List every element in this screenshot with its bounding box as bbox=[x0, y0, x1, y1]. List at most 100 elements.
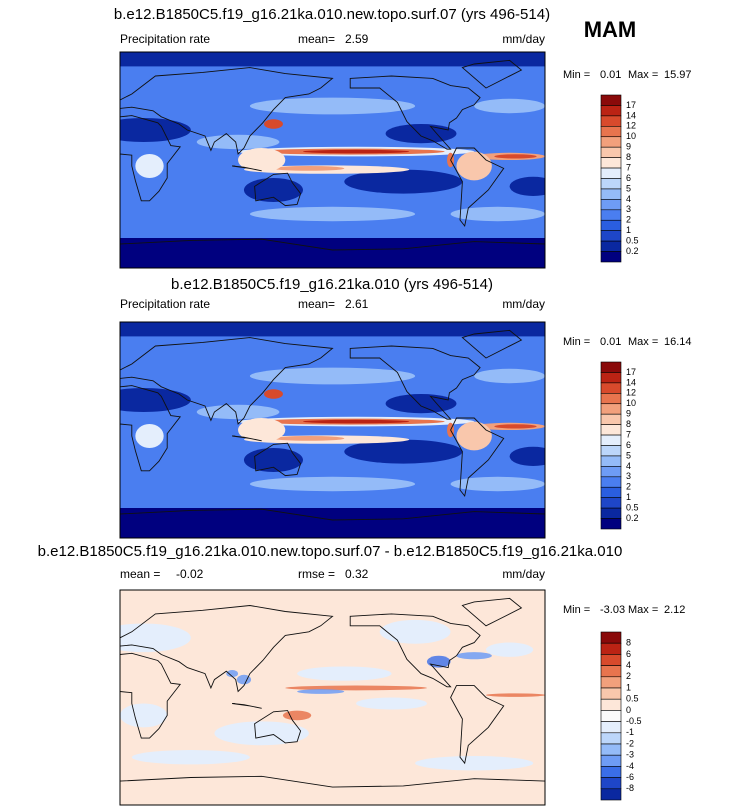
colorbar-box bbox=[600, 721, 622, 734]
field-blob bbox=[196, 404, 280, 420]
field-blob bbox=[238, 148, 286, 172]
field-blob bbox=[243, 178, 303, 202]
map-frame bbox=[119, 589, 546, 806]
field-blob bbox=[135, 424, 164, 448]
colorbar-label: 9 bbox=[626, 142, 631, 152]
colorbar-label: 6 bbox=[626, 440, 631, 450]
colorbar-label: 2 bbox=[626, 482, 631, 492]
colorbar-box bbox=[600, 476, 622, 488]
field-blob bbox=[474, 368, 545, 384]
colorbar-box bbox=[600, 486, 622, 498]
coastline bbox=[450, 417, 505, 498]
field-blob bbox=[415, 756, 534, 771]
colorbar-label: 4 bbox=[626, 461, 631, 471]
field-blob bbox=[485, 693, 545, 697]
max-value: 15.97 bbox=[664, 69, 692, 81]
field-blob bbox=[474, 98, 545, 114]
colorbar-box bbox=[600, 445, 622, 457]
colorbar-box bbox=[600, 372, 622, 384]
colorbar-box bbox=[600, 105, 622, 117]
panel-title: b.e12.B1850C5.f19_g16.21ka.010 (yrs 496-… bbox=[171, 276, 493, 293]
colorbar-box bbox=[600, 382, 622, 394]
colorbar-label: 9 bbox=[626, 409, 631, 419]
coastline bbox=[254, 172, 302, 207]
season-label: MAM bbox=[584, 17, 637, 42]
colorbar-label: -8 bbox=[626, 783, 634, 793]
field-blob bbox=[120, 388, 191, 412]
colorbar-label: 0.5 bbox=[626, 694, 639, 704]
colorbar-label: 2 bbox=[626, 215, 631, 225]
colorbar-label: -1 bbox=[626, 727, 634, 737]
field-blob bbox=[385, 124, 457, 144]
field-blob bbox=[273, 436, 345, 441]
colorbar-label: 14 bbox=[626, 110, 636, 120]
left-label: mean = bbox=[120, 567, 160, 581]
field-blob bbox=[379, 619, 451, 644]
colorbar-label: -4 bbox=[626, 761, 634, 771]
polar-band bbox=[120, 52, 545, 67]
coastline bbox=[120, 385, 182, 472]
colorbar-box bbox=[600, 687, 622, 700]
polar-band bbox=[120, 238, 545, 268]
field-blob bbox=[297, 689, 345, 694]
field-blob bbox=[243, 448, 303, 472]
coastline bbox=[254, 710, 302, 744]
colorbar-label: 8 bbox=[626, 152, 631, 162]
field-blob bbox=[344, 439, 463, 464]
max-value: 16.14 bbox=[664, 336, 692, 348]
colorbar-label: 12 bbox=[626, 121, 636, 131]
field-blob bbox=[456, 151, 492, 181]
left-label: Precipitation rate bbox=[120, 32, 210, 46]
field-blob bbox=[494, 424, 537, 429]
colorbar-label: 4 bbox=[626, 194, 631, 204]
coastline bbox=[120, 652, 182, 739]
colorbar-label: 17 bbox=[626, 100, 636, 110]
colorbar-label: 6 bbox=[626, 173, 631, 183]
colorbar-label: 7 bbox=[626, 162, 631, 172]
field-blob bbox=[249, 476, 416, 492]
coastline bbox=[450, 147, 505, 228]
field-blob bbox=[297, 666, 392, 681]
field-blob bbox=[494, 154, 537, 159]
left-value: -0.02 bbox=[176, 567, 204, 581]
min-value: 0.01 bbox=[600, 69, 621, 81]
panel-title: b.e12.B1850C5.f19_g16.21ka.010.new.topo.… bbox=[114, 6, 550, 23]
field-blob bbox=[456, 652, 492, 660]
map-field bbox=[120, 52, 545, 268]
colorbar-label: 4 bbox=[626, 660, 631, 670]
colorbar-box bbox=[600, 115, 622, 127]
coastline bbox=[120, 775, 545, 788]
stat-value: 0.32 bbox=[345, 567, 369, 581]
colorbar-box bbox=[600, 136, 622, 148]
colorbar-box bbox=[600, 146, 622, 158]
field-blob bbox=[456, 421, 492, 451]
colorbar-label: 10 bbox=[626, 131, 636, 141]
colorbar-label: 0.5 bbox=[626, 236, 639, 246]
colorbar-box bbox=[600, 209, 622, 221]
colorbar-box bbox=[600, 199, 622, 211]
min-label: Min = bbox=[563, 69, 590, 81]
coastline bbox=[120, 67, 334, 155]
colorbar-box bbox=[600, 642, 622, 655]
colorbar-label: 5 bbox=[626, 450, 631, 460]
colorbar-label: 8 bbox=[626, 638, 631, 648]
coastline bbox=[120, 605, 334, 693]
colorbar-label: 7 bbox=[626, 429, 631, 439]
field-blob bbox=[509, 446, 545, 466]
max-value: 2.12 bbox=[664, 604, 685, 616]
colorbar-label: 5 bbox=[626, 183, 631, 193]
colorbar-label: 14 bbox=[626, 377, 636, 387]
colorbar-label: 17 bbox=[626, 367, 636, 377]
colorbar-label: -0.5 bbox=[626, 716, 642, 726]
colorbar-box bbox=[600, 157, 622, 169]
field-blob bbox=[356, 697, 427, 710]
colorbar-box bbox=[600, 188, 622, 200]
coastline bbox=[254, 442, 302, 477]
colorbar-box bbox=[600, 665, 622, 678]
colorbar-label: 8 bbox=[626, 419, 631, 429]
polar-band bbox=[120, 508, 545, 538]
min-label: Min = bbox=[563, 336, 590, 348]
colorbar-label: 6 bbox=[626, 649, 631, 659]
colorbar-label: 0 bbox=[626, 705, 631, 715]
units: mm/day bbox=[502, 297, 545, 311]
